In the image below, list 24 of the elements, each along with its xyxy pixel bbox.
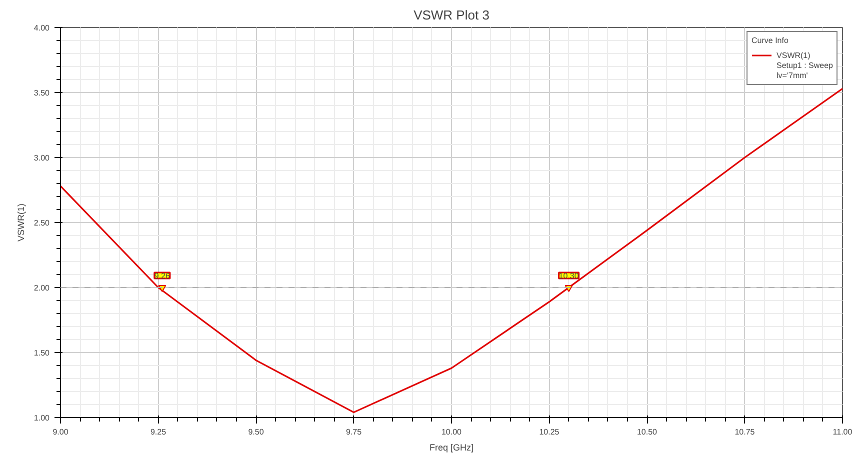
x-tick-label: 9.50: [248, 428, 264, 436]
x-tick-label: 10.75: [734, 428, 756, 436]
x-axis-title: Freq [GHz]: [429, 442, 474, 452]
y-tick-label: 1.00: [34, 414, 50, 422]
x-tick-label: 10.00: [441, 428, 462, 436]
x-tick-label: 9.00: [52, 428, 69, 436]
annotation: lv='7mm': [776, 70, 808, 80]
legend-label: VSWR(1): [776, 50, 810, 60]
y-tick-label: 3.00: [34, 154, 50, 162]
y-axis-title: VSWR(1): [16, 203, 26, 242]
y-tick-label: 4.00: [34, 24, 50, 32]
x-tick-label: 9.25: [150, 428, 167, 436]
line-series: [60, 88, 842, 414]
y-tick-label: 1.50: [34, 348, 50, 358]
y-tick-label: 2.00: [34, 284, 50, 292]
legend-title: Curve Info: [752, 36, 790, 45]
y-tick-label: 3.50: [34, 88, 50, 98]
x-tick-label: 10.50: [636, 428, 658, 436]
annotation: Setup1 : Sweep: [776, 60, 833, 70]
chart-title: VSWR Plot 3: [414, 8, 490, 22]
x-tick-label: 11.00: [832, 428, 853, 436]
y-tick-label: 2.50: [34, 218, 50, 228]
x-tick-label: 9.75: [346, 428, 362, 436]
x-tick-label: 10.25: [539, 428, 560, 436]
